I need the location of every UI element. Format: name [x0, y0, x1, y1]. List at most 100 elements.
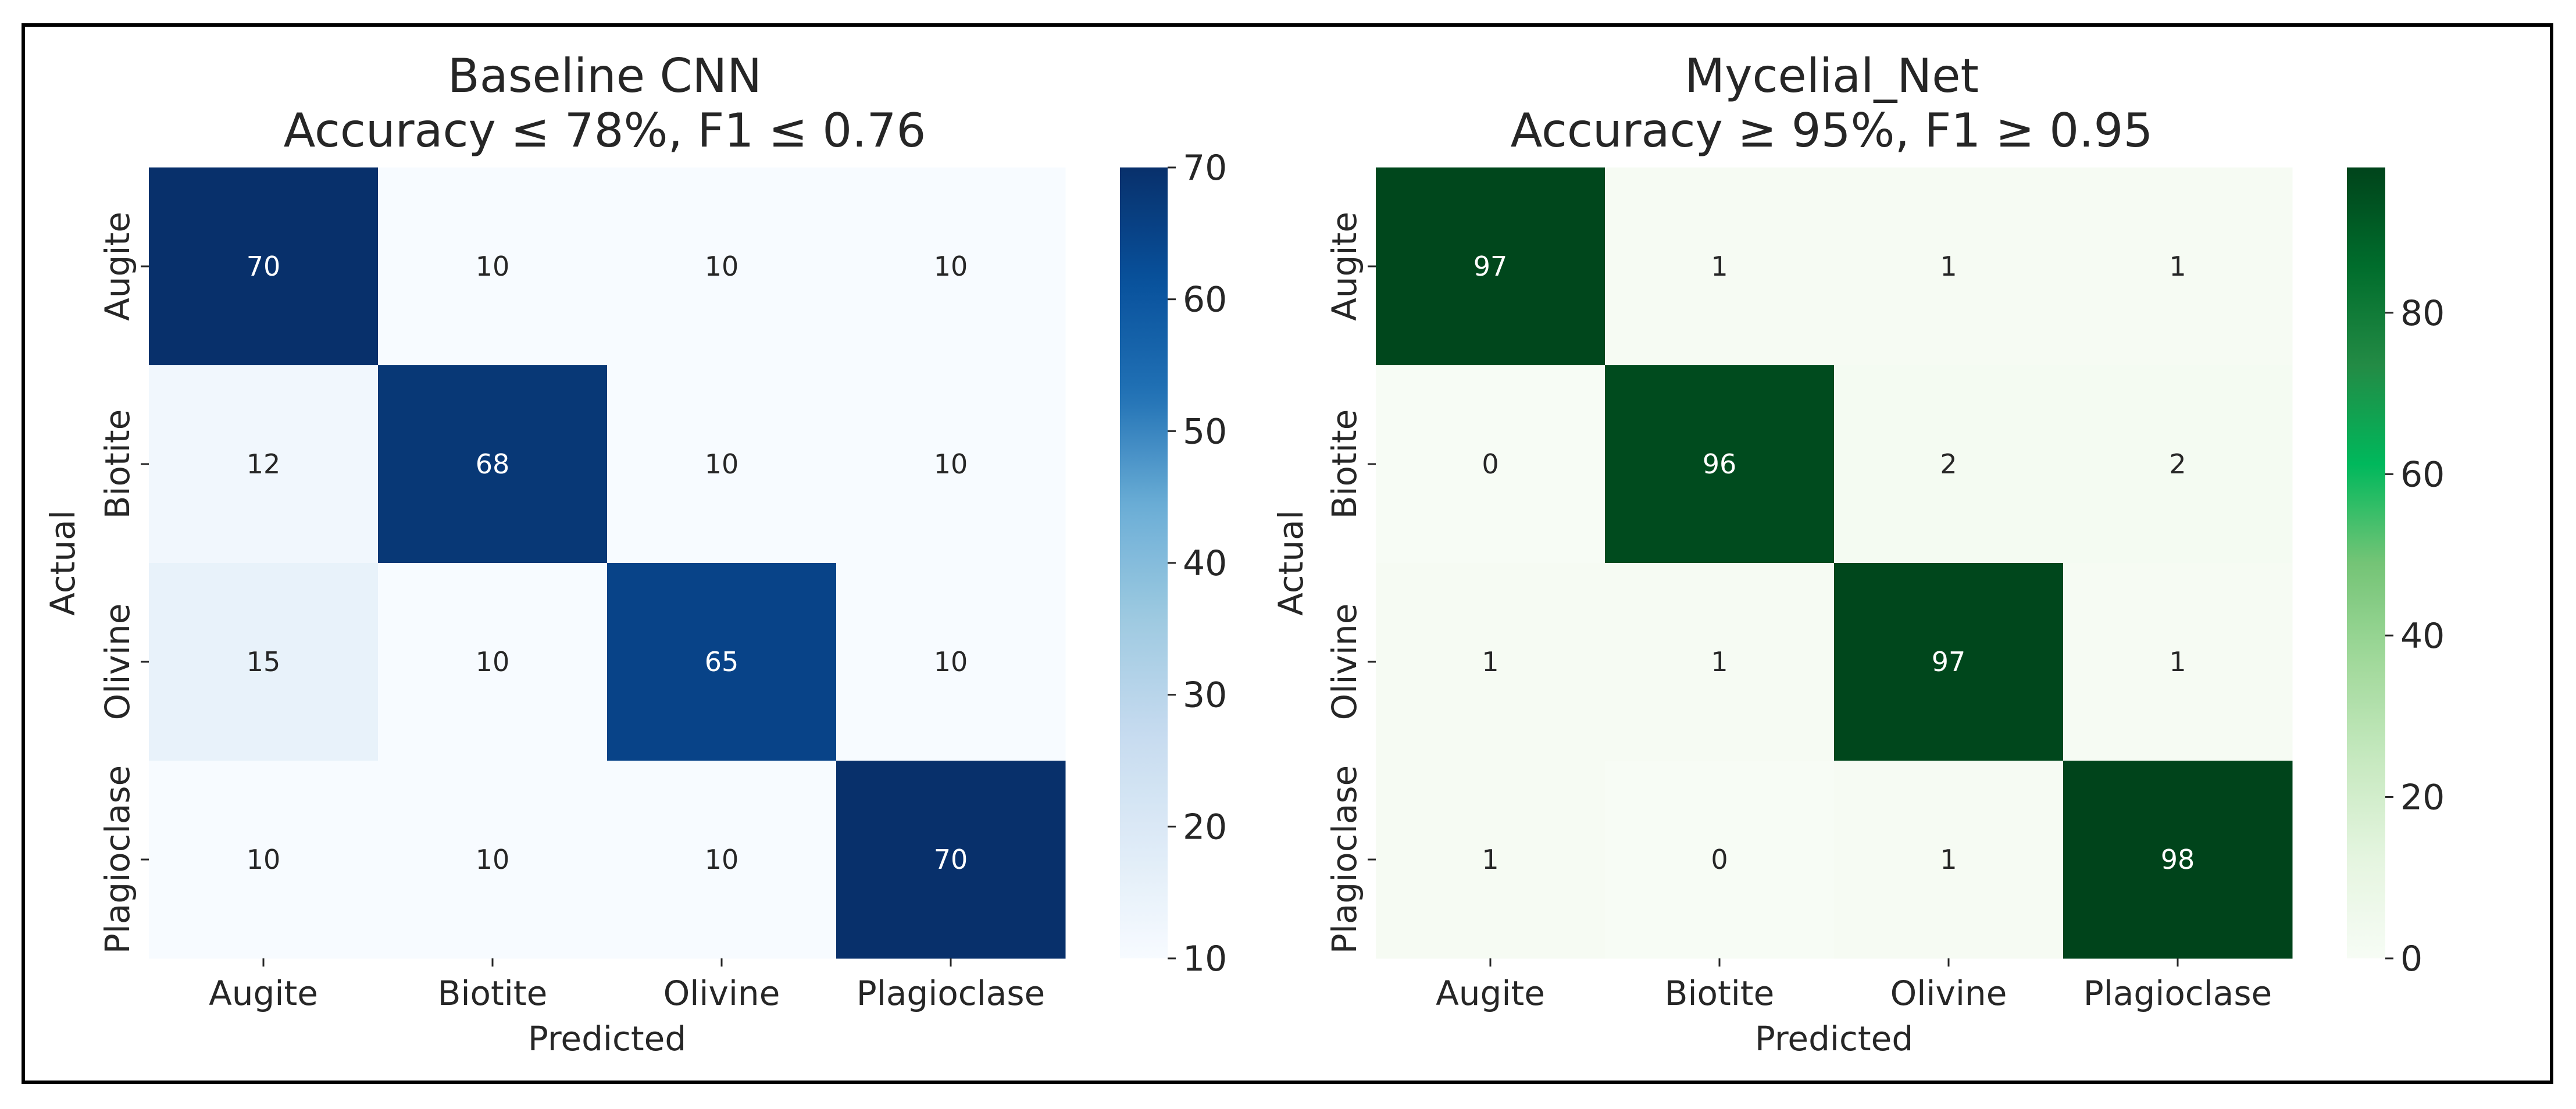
heatmap-cell — [1376, 761, 1605, 959]
heatmap-cell — [1376, 563, 1605, 761]
cell-value-label: 1 — [1940, 844, 1957, 875]
heatmap-cell — [1834, 761, 2064, 959]
cell-value-label: 96 — [1703, 448, 1737, 480]
heatmap-cell — [1605, 761, 1835, 959]
cell-value-label: 10 — [934, 646, 968, 677]
heatmap-cell — [836, 365, 1066, 564]
cell-value-label: 70 — [934, 844, 968, 875]
cell-value-label: 1 — [1711, 646, 1728, 677]
colorbar — [1120, 167, 1168, 958]
cell-value-label: 97 — [1932, 646, 1966, 677]
heatmap-cell — [2063, 365, 2293, 564]
colorbar-tick-label: 40 — [1183, 543, 1227, 584]
colorbar-tick-label: 30 — [1183, 675, 1227, 716]
cell-value-label: 68 — [476, 448, 510, 480]
heatmap-cell — [1605, 167, 1835, 366]
y-tick-label: Plagioclase — [1325, 765, 1364, 954]
colorbar-tick-label: 20 — [2400, 777, 2445, 818]
cell-value-label: 12 — [247, 448, 281, 480]
y-tick-label: Augite — [98, 212, 137, 321]
colorbar-tick-label: 40 — [2400, 616, 2445, 657]
x-axis-label: Predicted — [528, 1019, 686, 1058]
cell-value-label: 10 — [476, 646, 510, 677]
heatmap-cell — [378, 563, 608, 761]
cell-value-label: 10 — [705, 844, 739, 875]
heatmap-cell — [378, 365, 608, 564]
y-tick-label: Plagioclase — [98, 765, 137, 954]
x-tick-label: Biotite — [1665, 974, 1775, 1013]
cell-value-label: 70 — [247, 251, 281, 282]
cell-value-label: 1 — [1711, 251, 1728, 282]
cell-value-label: 65 — [705, 646, 739, 677]
colorbar-tick-label: 60 — [1183, 280, 1227, 320]
heatmap-cell — [607, 167, 837, 366]
heatmap-cell — [1834, 365, 2064, 564]
heatmap-cell — [149, 365, 379, 564]
cell-value-label: 10 — [934, 448, 968, 480]
heatmap-cell — [1834, 563, 2064, 761]
cell-value-label: 2 — [1940, 448, 1957, 480]
cell-value-label: 15 — [247, 646, 281, 677]
y-tick-label: Olivine — [98, 604, 137, 721]
x-tick-label: Augite — [1436, 974, 1545, 1013]
y-tick-label: Biotite — [1325, 409, 1364, 519]
heatmap-cell — [1834, 167, 2064, 366]
x-tick-label: Augite — [209, 974, 318, 1013]
chart-title-line-2: Accuracy ≤ 78%, F1 ≤ 0.76 — [284, 104, 926, 158]
cell-value-label: 10 — [247, 844, 281, 875]
heatmap-cell — [2063, 167, 2293, 366]
heatmap-cell — [2063, 563, 2293, 761]
cell-value-label: 1 — [2169, 646, 2186, 677]
cell-value-label: 10 — [476, 844, 510, 875]
colorbar-tick-label: 70 — [1183, 148, 1227, 188]
cell-value-label: 2 — [2169, 448, 2186, 480]
cell-value-label: 10 — [934, 251, 968, 282]
cell-value-label: 10 — [705, 448, 739, 480]
cell-value-label: 10 — [705, 251, 739, 282]
cell-value-label: 0 — [1482, 448, 1498, 480]
colorbar-tick-label: 60 — [2400, 454, 2445, 495]
y-tick-label: Augite — [1325, 212, 1364, 321]
heatmap-cell — [607, 761, 837, 959]
chart-title-line-1: Mycelial_Net — [1685, 49, 1979, 103]
y-tick-label: Biotite — [98, 409, 137, 519]
x-tick-label: Olivine — [663, 974, 780, 1013]
chart-title-line-2: Accuracy ≥ 95%, F1 ≥ 0.95 — [1511, 104, 2153, 158]
colorbar-tick-label: 20 — [1183, 807, 1227, 847]
heatmap-cell — [1605, 365, 1835, 564]
cell-value-label: 1 — [1482, 646, 1498, 677]
y-axis-label: Actual — [1271, 510, 1311, 616]
x-axis-label: Predicted — [1755, 1019, 1913, 1058]
cell-value-label: 97 — [1473, 251, 1508, 282]
x-tick-label: Biotite — [438, 974, 548, 1013]
heatmap-cell — [378, 167, 608, 366]
colorbar-tick-label: 80 — [2400, 293, 2445, 334]
colorbar — [2347, 167, 2385, 958]
colorbar-tick-label: 0 — [2400, 939, 2422, 979]
heatmap-cell — [836, 563, 1066, 761]
cell-value-label: 0 — [1711, 844, 1728, 875]
heatmap-cell — [2063, 761, 2293, 959]
cell-value-label: 1 — [1482, 844, 1498, 875]
cell-value-label: 1 — [1940, 251, 1957, 282]
heatmap-cell — [149, 167, 379, 366]
y-axis-label: Actual — [43, 510, 83, 616]
x-tick-label: Plagioclase — [2083, 974, 2272, 1013]
cell-value-label: 10 — [476, 251, 510, 282]
heatmap-cell — [1376, 365, 1605, 564]
x-tick-label: Plagioclase — [857, 974, 1046, 1013]
heatmap-cell — [607, 563, 837, 761]
cell-value-label: 98 — [2161, 844, 2195, 875]
heatmap-cell — [149, 761, 379, 959]
heatmap-cell — [378, 761, 608, 959]
heatmap-cell — [1605, 563, 1835, 761]
heatmap-cell — [836, 761, 1066, 959]
cell-value-label: 1 — [2169, 251, 2186, 282]
colorbar-tick-label: 10 — [1183, 939, 1227, 979]
heatmap-cell — [149, 563, 379, 761]
heatmap-cell — [836, 167, 1066, 366]
